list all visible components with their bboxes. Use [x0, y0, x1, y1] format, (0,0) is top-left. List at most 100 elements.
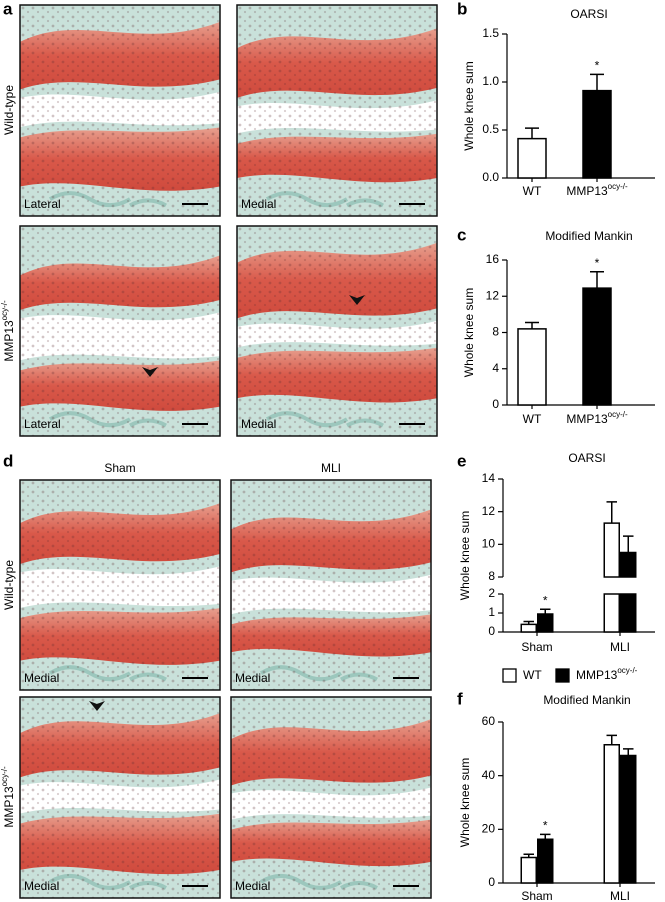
- error-bar: [590, 271, 604, 289]
- cell-texture: [20, 697, 220, 898]
- panel-label: e: [457, 451, 466, 470]
- image-label: Medial: [24, 671, 59, 685]
- image-label: Lateral: [24, 417, 61, 431]
- image-content: [20, 5, 220, 216]
- bar: [517, 328, 547, 406]
- superscript: ocy-/-: [608, 182, 628, 191]
- chart-title: Modified Mankin: [543, 693, 630, 707]
- image-border: [236, 4, 438, 217]
- y-tick-label: 12: [486, 288, 500, 302]
- error-bar: [523, 853, 534, 858]
- row-label: Wild-type: [2, 85, 16, 135]
- image-label: Medial: [24, 879, 59, 893]
- column-label: Sham: [104, 461, 135, 475]
- image-border: [230, 479, 432, 691]
- significance-mark: *: [543, 819, 548, 833]
- y-tick-label: 0: [488, 875, 495, 889]
- y-tick-label: 1.5: [482, 26, 499, 40]
- image-label: Medial: [235, 879, 270, 893]
- image-content: [231, 697, 431, 898]
- cell-texture: [237, 226, 437, 436]
- image-border: [19, 479, 221, 691]
- histology-image: Medial: [19, 696, 221, 899]
- error-bar: [540, 833, 551, 840]
- y-tick-label: 2: [488, 586, 495, 600]
- superscript: ocy-/-: [617, 666, 637, 675]
- y-tick-label: 8: [492, 325, 499, 339]
- histology-image: Lateral: [19, 4, 221, 217]
- bar: [603, 744, 620, 884]
- significance-mark: *: [595, 58, 600, 72]
- error-bar: [606, 734, 617, 745]
- column-label: MLI: [321, 461, 341, 475]
- error-bar: [523, 620, 534, 625]
- y-tick-label: 60: [482, 714, 496, 728]
- y-tick-label: 0.0: [482, 170, 499, 184]
- chart-title: Modified Mankin: [545, 229, 632, 243]
- cell-texture: [237, 5, 437, 216]
- bar: [520, 623, 537, 633]
- y-tick-label: 0: [492, 397, 499, 411]
- bar: [582, 287, 612, 406]
- y-tick-label: 0.5: [482, 122, 499, 136]
- panel-label: b: [457, 0, 467, 18]
- histology-image: Medial: [230, 479, 432, 691]
- bar: [620, 754, 637, 884]
- histology-image: Medial: [236, 225, 438, 437]
- y-tick-label: 1: [488, 605, 495, 619]
- image-content: [231, 480, 431, 690]
- cell-texture: [231, 480, 431, 690]
- x-tick-label: Sham: [521, 640, 552, 654]
- error-bar: [540, 608, 551, 614]
- row-label: MMP13ocy-/-: [0, 766, 16, 828]
- image-content: [20, 480, 220, 690]
- image-label: Medial: [235, 671, 270, 685]
- y-tick-label: 8: [488, 569, 495, 583]
- arrowhead: [142, 367, 158, 377]
- legend-swatch: [502, 668, 517, 683]
- image-content: [20, 697, 220, 898]
- x-tick-label: WT: [523, 412, 542, 426]
- image-border: [236, 225, 438, 437]
- panel-label: c: [457, 225, 466, 244]
- error-bar: [606, 501, 617, 524]
- x-tick-label: Sham: [521, 889, 552, 902]
- cell-texture: [20, 5, 220, 216]
- image-border: [230, 696, 432, 899]
- significance-mark: *: [595, 256, 600, 270]
- y-tick-label: 14: [482, 471, 496, 485]
- x-tick-label: MMP13ocy-/-: [566, 182, 628, 198]
- y-tick-label: 0: [488, 624, 495, 638]
- chart-title: OARSI: [570, 7, 607, 21]
- legend-label: WT: [523, 668, 542, 682]
- bar: [537, 613, 554, 633]
- arrowhead: [89, 701, 105, 711]
- x-tick-label: MLI: [610, 889, 630, 902]
- y-axis-label: Whole knee sum: [458, 511, 472, 600]
- histology-image: Lateral: [19, 225, 221, 437]
- image-border: [19, 4, 221, 217]
- y-axis-label: Whole knee sum: [462, 61, 476, 150]
- y-tick-label: 1.0: [482, 74, 499, 88]
- cell-texture: [231, 697, 431, 898]
- bar: [582, 89, 612, 179]
- y-tick-label: 4: [492, 361, 499, 375]
- legend-label: MMP13ocy-/-: [576, 666, 638, 682]
- y-axis-label: Whole knee sum: [458, 758, 472, 847]
- x-tick-label: MLI: [610, 640, 630, 654]
- y-tick-label: 16: [486, 252, 500, 266]
- histology-image: Medial: [19, 479, 221, 691]
- superscript: ocy-/-: [0, 766, 9, 786]
- image-label: Lateral: [24, 197, 61, 211]
- y-tick-label: 10: [482, 537, 496, 551]
- image-label: Medial: [241, 417, 276, 431]
- panel-label: f: [457, 689, 463, 708]
- image-content: [237, 226, 437, 436]
- image-border: [19, 696, 221, 899]
- image-content: [20, 226, 220, 436]
- row-label: MMP13ocy-/-: [0, 300, 16, 362]
- bar: [620, 551, 637, 633]
- y-tick-label: 20: [482, 822, 496, 836]
